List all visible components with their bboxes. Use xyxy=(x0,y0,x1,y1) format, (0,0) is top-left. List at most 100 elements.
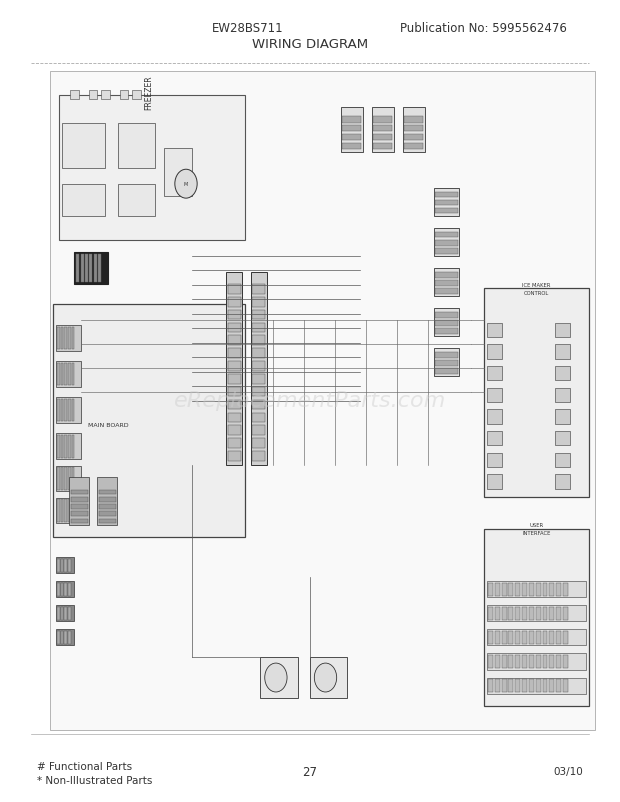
Text: 27: 27 xyxy=(303,765,317,778)
Bar xyxy=(372,108,394,152)
Bar xyxy=(64,399,67,422)
Bar xyxy=(101,91,110,100)
Bar xyxy=(515,583,520,596)
Bar xyxy=(488,679,493,692)
Bar xyxy=(57,468,60,490)
Bar xyxy=(72,399,74,422)
Bar xyxy=(515,607,520,620)
Bar xyxy=(435,233,458,238)
Bar xyxy=(56,630,74,646)
Bar xyxy=(342,117,361,124)
Text: INTERFACE: INTERFACE xyxy=(522,531,551,536)
Bar xyxy=(487,345,502,359)
Bar xyxy=(228,323,241,333)
Bar xyxy=(61,327,63,350)
Text: 03/10: 03/10 xyxy=(553,767,583,776)
Bar xyxy=(252,400,265,410)
Bar xyxy=(487,410,502,424)
Bar xyxy=(556,583,561,596)
Bar xyxy=(61,559,63,572)
Bar xyxy=(563,583,568,596)
Bar xyxy=(57,327,60,350)
Bar xyxy=(72,327,74,350)
Bar xyxy=(555,323,570,338)
Bar xyxy=(57,559,60,572)
Bar xyxy=(484,529,589,706)
Bar xyxy=(435,200,458,206)
Bar xyxy=(529,655,534,668)
Bar xyxy=(56,581,74,597)
Bar xyxy=(487,630,586,646)
Bar xyxy=(56,362,81,387)
Bar xyxy=(61,363,63,386)
Bar xyxy=(68,399,71,422)
Bar xyxy=(57,399,60,422)
Bar xyxy=(71,512,88,516)
Bar xyxy=(64,363,67,386)
Bar xyxy=(228,439,241,448)
Bar xyxy=(164,148,192,196)
Bar xyxy=(488,607,493,620)
Bar xyxy=(542,607,547,620)
Bar xyxy=(69,477,89,525)
Bar xyxy=(487,581,586,597)
Bar xyxy=(68,559,71,572)
Bar xyxy=(132,91,141,100)
Bar xyxy=(72,363,74,386)
Bar xyxy=(403,108,425,152)
Bar xyxy=(89,91,97,100)
Bar xyxy=(341,108,363,152)
Bar xyxy=(556,607,561,620)
Text: FREEZER: FREEZER xyxy=(144,75,153,110)
Bar xyxy=(536,631,541,644)
Bar xyxy=(555,431,570,446)
Bar xyxy=(118,184,155,217)
Text: USER: USER xyxy=(529,523,543,528)
Bar xyxy=(252,426,265,435)
Bar xyxy=(59,96,245,241)
Bar xyxy=(118,124,155,168)
Bar xyxy=(252,375,265,384)
Bar xyxy=(549,631,554,644)
Bar xyxy=(99,519,116,524)
Bar xyxy=(487,388,502,403)
Bar xyxy=(434,188,459,217)
Bar xyxy=(555,367,570,381)
Bar xyxy=(70,91,79,100)
Bar xyxy=(56,606,74,622)
Bar xyxy=(342,126,361,132)
Bar xyxy=(555,345,570,359)
Bar xyxy=(487,431,502,446)
Bar xyxy=(260,658,298,698)
Text: M: M xyxy=(184,182,188,187)
Bar xyxy=(252,349,265,358)
Bar xyxy=(53,305,245,537)
Bar xyxy=(71,504,88,509)
Bar xyxy=(404,144,423,150)
Bar xyxy=(529,679,534,692)
Bar xyxy=(64,435,67,458)
Bar xyxy=(435,289,458,294)
Bar xyxy=(64,559,67,572)
Bar xyxy=(61,583,63,596)
Bar xyxy=(502,583,507,596)
Bar xyxy=(435,329,458,334)
Bar xyxy=(76,254,79,283)
Bar xyxy=(97,477,117,525)
Text: MAIN BOARD: MAIN BOARD xyxy=(88,423,129,427)
Bar xyxy=(57,583,60,596)
Bar xyxy=(50,72,595,730)
Bar xyxy=(542,679,547,692)
Bar xyxy=(252,362,265,371)
Bar xyxy=(68,435,71,458)
Bar xyxy=(252,310,265,320)
Bar xyxy=(68,583,71,596)
Bar xyxy=(89,254,92,283)
Bar xyxy=(120,91,128,100)
Bar xyxy=(495,607,500,620)
Bar xyxy=(68,468,71,490)
Bar xyxy=(515,631,520,644)
Bar xyxy=(61,435,63,458)
Bar xyxy=(536,607,541,620)
Bar xyxy=(434,269,459,297)
